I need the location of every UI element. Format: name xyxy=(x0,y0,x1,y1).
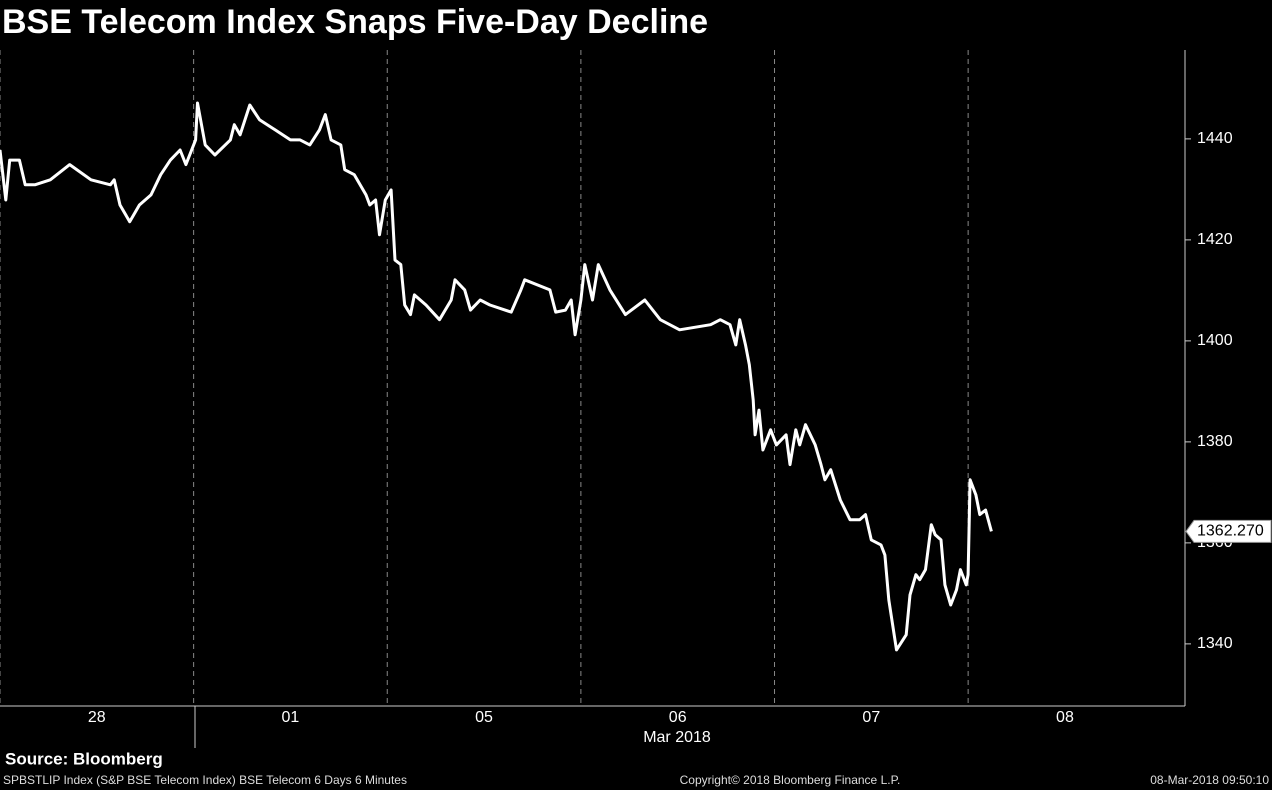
x-axis-label: Mar 2018 xyxy=(643,729,711,746)
footer-center: Copyright© 2018 Bloomberg Finance L.P. xyxy=(680,773,901,787)
price-line xyxy=(0,101,993,652)
last-price-box xyxy=(1185,519,1272,543)
last-price-label: 1362.270 xyxy=(1197,523,1264,540)
footer-right: 08-Mar-2018 09:50:10 xyxy=(1150,773,1269,787)
x-tick-label: 08 xyxy=(1056,709,1074,726)
y-tick-label: 1420 xyxy=(1197,231,1233,248)
y-tick-label: 1340 xyxy=(1197,635,1233,652)
x-tick-label: 28 xyxy=(88,709,106,726)
y-tick-label: 1440 xyxy=(1197,130,1233,147)
x-tick-label: 07 xyxy=(862,709,880,726)
y-tick-label: 1400 xyxy=(1197,332,1233,349)
x-tick-label: 05 xyxy=(475,709,493,726)
chart-title: BSE Telecom Index Snaps Five-Day Decline xyxy=(2,3,708,41)
y-tick-label: 1380 xyxy=(1197,433,1233,450)
x-tick-label: 06 xyxy=(669,709,687,726)
source: Source: Bloomberg xyxy=(5,749,163,768)
footer-left: SPBSTLIP Index (S&P BSE Telecom Index) B… xyxy=(3,773,407,787)
x-tick-label: 01 xyxy=(282,709,300,726)
